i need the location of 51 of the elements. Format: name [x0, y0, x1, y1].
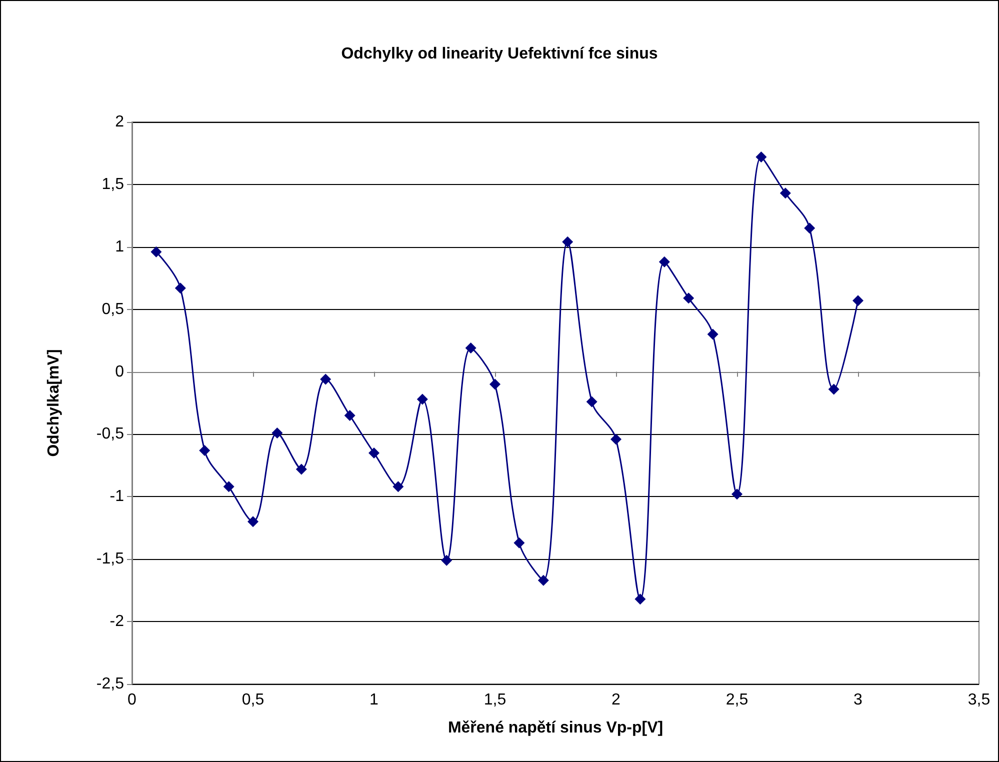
point — [392, 481, 404, 492]
point — [465, 342, 476, 354]
x-tick-label: 2,5 — [726, 692, 748, 708]
y-tick-label: -2,5 — [96, 676, 124, 692]
y-tick-label: 1 — [115, 238, 124, 256]
point — [272, 427, 283, 438]
y-tick-label: -1 — [110, 488, 124, 506]
point — [707, 328, 718, 340]
point — [296, 464, 307, 475]
y-tick-label: 0 — [115, 363, 124, 380]
y-axis-title: Odchylka[mV] — [46, 349, 62, 457]
point — [732, 488, 742, 500]
point — [586, 396, 598, 408]
point — [223, 481, 234, 492]
x-tick-label: 2 — [612, 692, 621, 708]
point — [416, 394, 428, 405]
point — [344, 410, 356, 421]
x-axis-title: Měřené napětí sinus Vp-p[V] — [448, 720, 664, 736]
point — [562, 236, 574, 248]
point — [320, 374, 332, 385]
y-tick-label: -1,5 — [96, 550, 124, 568]
point — [756, 151, 767, 162]
point — [174, 282, 186, 294]
point — [150, 246, 162, 258]
y-tick-label: -0,5 — [96, 426, 124, 443]
chart-title: Odchylky od linearity Uefektivní fce sinus — [341, 46, 658, 62]
point — [514, 537, 525, 548]
y-tick-label: 1,5 — [102, 176, 124, 193]
point — [828, 384, 840, 395]
point — [852, 295, 864, 306]
point — [441, 554, 452, 566]
point — [634, 594, 646, 605]
x-tick-label: 3,5 — [968, 692, 990, 708]
point — [538, 574, 549, 586]
point — [780, 188, 791, 199]
point — [490, 378, 500, 390]
y-tick-label: 2 — [115, 114, 124, 130]
point — [658, 256, 670, 268]
point — [683, 292, 694, 304]
point — [368, 447, 380, 458]
point — [610, 434, 622, 445]
point — [248, 516, 258, 528]
x-tick-label: 0 — [128, 692, 137, 708]
y-tick-label: 0,5 — [102, 300, 124, 318]
x-tick-label: 3 — [854, 692, 863, 708]
x-tick-label: 0,5 — [242, 692, 264, 708]
x-tick-label: 1,5 — [484, 692, 506, 708]
point — [199, 444, 210, 456]
point — [804, 222, 816, 234]
y-tick-label: -2 — [110, 613, 124, 630]
x-tick-label: 1 — [370, 692, 379, 708]
